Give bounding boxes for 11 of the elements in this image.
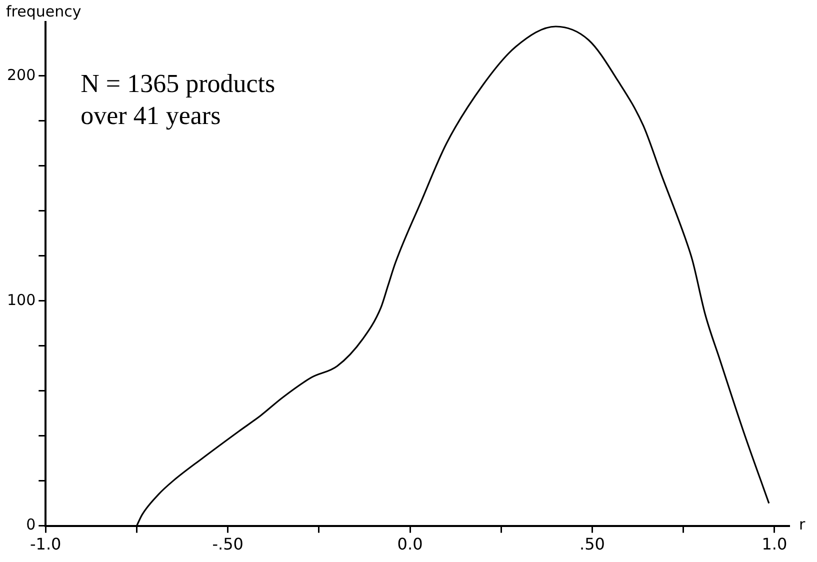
annotation: N = 1365 products over 41 years <box>80 69 276 130</box>
y-tick-label: 100 <box>6 290 36 309</box>
x-axis-title: r <box>799 516 806 534</box>
y-axis-title: frequency <box>6 2 82 20</box>
x-tick-label: 0.0 <box>397 534 423 554</box>
x-tick-label: -1.0 <box>30 534 62 554</box>
x-tick-label: .50 <box>580 534 605 554</box>
y-tick-label: 0 <box>26 516 36 534</box>
x-tick-label: 1.0 <box>762 534 788 554</box>
x-tick-label: -.50 <box>212 534 244 554</box>
y-tick-label: 200 <box>6 66 36 84</box>
